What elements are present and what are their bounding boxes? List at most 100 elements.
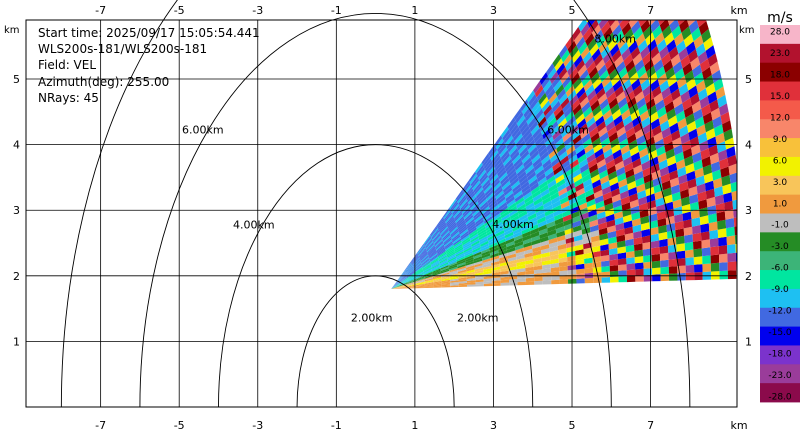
sector-cell xyxy=(568,191,577,201)
sector-cell xyxy=(462,238,471,246)
sector-cell xyxy=(543,80,552,93)
sector-cell xyxy=(523,241,532,248)
sector-cell xyxy=(683,33,694,48)
sector-cell xyxy=(474,269,484,274)
sector-cell xyxy=(674,151,685,163)
sector-cell xyxy=(614,211,623,220)
sector-cell xyxy=(496,232,505,240)
sector-cell xyxy=(612,24,622,38)
sector-cell xyxy=(593,53,603,67)
sector-cell xyxy=(629,145,639,157)
sector-cell xyxy=(715,86,726,100)
sector-cell xyxy=(697,191,707,202)
sector-cell xyxy=(433,235,442,244)
sector-cell xyxy=(439,256,448,263)
sector-cell xyxy=(525,266,534,272)
sector-cell xyxy=(588,94,598,107)
sector-cell xyxy=(441,278,450,282)
sector-cell xyxy=(652,125,662,137)
sector-cell xyxy=(439,260,448,267)
sector-cell xyxy=(562,131,572,143)
sector-cell xyxy=(682,98,692,111)
sector-cell xyxy=(600,45,610,59)
sector-cell xyxy=(726,226,735,237)
x-unit-label-bottom: km xyxy=(730,419,747,432)
sector-cell xyxy=(724,200,734,212)
field-name: Field: VEL xyxy=(38,58,97,73)
sector-cell xyxy=(399,281,408,286)
sector-cell xyxy=(426,244,435,253)
sector-cell xyxy=(551,156,560,167)
sector-cell xyxy=(452,234,461,243)
sector-cell xyxy=(577,64,587,78)
sector-cell xyxy=(575,143,585,155)
sector-cell xyxy=(488,239,498,246)
sector-cell xyxy=(605,213,615,223)
sector-cell xyxy=(476,221,485,230)
sector-cell xyxy=(690,209,700,220)
sector-cell xyxy=(636,183,646,194)
sector-cell xyxy=(678,47,689,61)
sector-cell xyxy=(550,96,559,109)
sector-cell xyxy=(611,188,620,198)
sector-cell xyxy=(664,141,674,153)
sector-cell xyxy=(534,273,543,278)
sector-cell xyxy=(470,175,479,187)
sector-cell xyxy=(555,109,564,121)
sector-cell xyxy=(661,180,671,191)
sector-cell xyxy=(601,271,611,278)
sector-cell xyxy=(563,168,573,179)
sector-cell xyxy=(461,202,469,213)
sector-cell xyxy=(563,106,573,118)
sector-cell xyxy=(659,20,670,33)
sector-cell xyxy=(666,155,677,167)
sector-cell xyxy=(692,232,702,242)
sector-cell xyxy=(464,186,473,197)
sector-cell xyxy=(614,217,624,226)
sector-cell xyxy=(550,191,560,201)
sector-cell xyxy=(606,219,616,228)
colorbar-tick-label: 28.0 xyxy=(770,28,790,38)
sector-cell xyxy=(483,268,492,273)
sector-cell xyxy=(502,216,511,225)
sector-cell xyxy=(466,269,475,274)
sector-cell xyxy=(599,169,609,180)
sector-cell xyxy=(712,116,723,129)
sector-cell xyxy=(679,181,689,192)
sector-cell xyxy=(540,240,549,247)
sector-cell xyxy=(721,175,731,187)
sector-cell xyxy=(532,193,542,203)
sector-cell xyxy=(433,278,442,282)
sector-cell xyxy=(548,67,557,80)
sector-cell xyxy=(431,264,440,270)
sector-cell xyxy=(700,58,710,73)
sector-cell xyxy=(448,261,457,267)
sector-cell xyxy=(523,157,532,168)
sector-cell xyxy=(696,183,706,194)
sector-cell xyxy=(485,221,494,229)
sector-cell xyxy=(607,165,617,175)
sector-cell xyxy=(612,108,622,121)
sector-cell xyxy=(524,256,534,262)
sector-cell xyxy=(641,235,651,244)
sector-cell xyxy=(514,241,524,248)
sector-cell xyxy=(505,234,514,242)
sector-cell xyxy=(480,245,490,252)
sector-cell xyxy=(533,265,543,271)
colorbar-tick-label: 6.0 xyxy=(773,156,788,166)
sector-cell xyxy=(605,56,615,70)
sector-cell xyxy=(610,276,619,283)
colorbar-segment xyxy=(760,345,800,365)
sector-cell xyxy=(692,225,701,235)
sector-cell xyxy=(597,211,606,220)
sector-cell xyxy=(657,38,667,53)
sector-cell xyxy=(532,250,542,256)
sector-cell xyxy=(638,20,648,27)
sector-cell xyxy=(652,25,663,39)
sector-cell xyxy=(548,148,558,159)
sector-cell xyxy=(519,121,529,134)
sector-cell xyxy=(417,244,425,255)
sector-cell xyxy=(636,65,647,79)
sector-cell xyxy=(632,158,642,169)
sector-cell xyxy=(635,128,645,140)
